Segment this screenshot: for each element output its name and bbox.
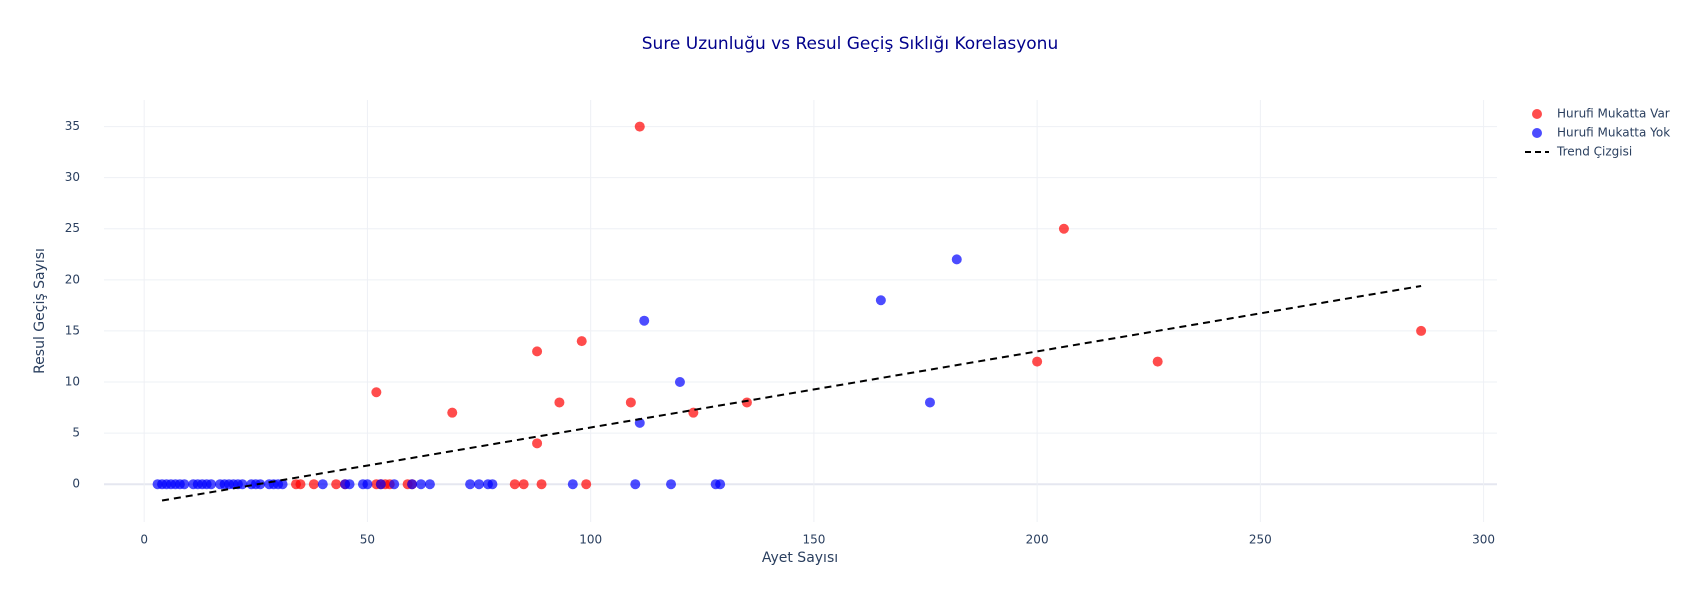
point (308, 479, 319, 490)
legend-swatch (1532, 109, 1542, 119)
x-tick-label: 50 (360, 533, 375, 547)
point (532, 346, 543, 357)
point (634, 121, 645, 132)
point (424, 479, 435, 490)
point (875, 295, 886, 306)
point (415, 479, 426, 490)
point (1152, 356, 1163, 367)
x-axis-title: Ayet Sayısı (762, 550, 838, 566)
point (518, 479, 529, 490)
point (447, 407, 458, 418)
point (951, 254, 962, 265)
x-tick-label: 200 (1026, 533, 1049, 547)
point (625, 397, 636, 408)
x-tick-label: 0 (140, 533, 148, 547)
point (741, 397, 752, 408)
x-tick-label: 100 (579, 533, 602, 547)
y-tick-label: 30 (65, 170, 80, 184)
y-tick-label: 10 (65, 375, 80, 389)
y-tick-label: 35 (65, 119, 80, 133)
x-tick-label: 250 (1249, 533, 1272, 547)
point (389, 479, 400, 490)
y-axis-title: Resul Geçiş Sayısı (32, 248, 48, 374)
point (639, 315, 650, 326)
point (344, 479, 355, 490)
point (532, 438, 543, 449)
point (375, 479, 386, 490)
y-tick-label: 25 (65, 221, 80, 235)
point (331, 479, 342, 490)
point (576, 336, 587, 347)
point (715, 479, 726, 490)
chart-title: Sure Uzunluğu vs Resul Geçiş Sıklığı Kor… (642, 34, 1058, 54)
legend-label: Trend Çizgisi (1556, 145, 1632, 159)
point (674, 377, 685, 388)
x-tick-label: 150 (802, 533, 825, 547)
point (295, 479, 306, 490)
point (509, 479, 520, 490)
point (536, 479, 547, 490)
point (362, 479, 373, 490)
legend-label: Hurufi Mukatta Var (1557, 107, 1670, 121)
y-tick-label: 0 (72, 477, 80, 491)
point (1416, 325, 1427, 336)
y-tick-label: 20 (65, 272, 80, 286)
point (179, 479, 190, 490)
y-tick-label: 5 (72, 426, 80, 440)
point (317, 479, 328, 490)
point (206, 479, 217, 490)
point (567, 479, 578, 490)
point (666, 479, 677, 490)
point (465, 479, 476, 490)
point (487, 479, 498, 490)
point (924, 397, 935, 408)
point (407, 479, 418, 490)
trend-line (161, 284, 1422, 502)
point (371, 387, 382, 398)
point (277, 479, 288, 490)
point (1032, 356, 1043, 367)
point (630, 479, 641, 490)
point (581, 479, 592, 490)
point (1058, 223, 1069, 234)
point (554, 397, 565, 408)
x-tick-label: 300 (1472, 533, 1495, 547)
legend-label: Hurufi Mukatta Yok (1557, 126, 1670, 140)
y-tick-label: 15 (65, 323, 80, 337)
legend-swatch (1532, 128, 1542, 138)
point (474, 479, 485, 490)
